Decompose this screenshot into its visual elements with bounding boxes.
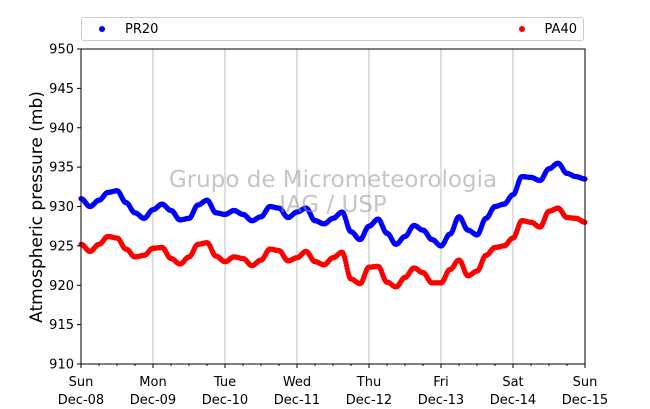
y-tick-label: 940 [49, 121, 74, 136]
x-tick-label-date: Dec-09 [130, 393, 176, 408]
x-tick-label-day: Wed [283, 375, 311, 390]
y-tick-label: 925 [49, 239, 74, 254]
legend-label-pa40: PA40 [544, 22, 577, 37]
x-tick-label-day: Sun [69, 375, 94, 390]
y-axis: 910 915 920 925 930 935 940 945 950 [49, 43, 81, 373]
x-tick-label-date: Dec-10 [202, 393, 248, 408]
legend: PR20 PA40 [81, 17, 584, 41]
legend-item-pr20: PR20 [99, 22, 158, 37]
series-layer [78, 160, 588, 290]
x-tick-label-date: Dec-11 [274, 393, 320, 408]
x-tick-label-day: Sat [502, 375, 523, 390]
series-pa40 [78, 205, 588, 290]
x-tick-label-date: Dec-12 [346, 393, 392, 408]
y-tick-label: 920 [49, 279, 74, 294]
y-tick-label: 950 [49, 43, 74, 58]
x-tick-label-date: Dec-14 [490, 393, 536, 408]
y-tick-label: 915 [49, 318, 74, 333]
y-axis-label: Atmospheric pressure (mb) [27, 91, 47, 323]
x-axis: Sun Dec-08 Mon Dec-09 Tue Dec-10 Wed Dec-11 Thu D… [58, 364, 608, 408]
y-tick-label: 910 [49, 358, 74, 373]
x-tick-label-date: Dec-15 [562, 393, 608, 408]
legend-marker-pa40 [518, 25, 525, 32]
x-tick-label-day: Mon [139, 375, 166, 390]
series-pr20 [78, 160, 588, 249]
x-tick-label-day: Thu [356, 375, 381, 390]
x-tick-label-day: Sun [573, 375, 598, 390]
y-tick-label: 930 [49, 200, 74, 215]
y-tick-label: 945 [49, 82, 74, 97]
x-tick-label-day: Fri [433, 375, 449, 390]
legend-item-pa40: PA40 [518, 22, 577, 37]
x-tick-label-date: Dec-08 [58, 393, 104, 408]
legend-marker-pr20 [99, 25, 105, 32]
legend-label-pr20: PR20 [125, 22, 159, 37]
x-tick-label-date: Dec-13 [418, 393, 464, 408]
y-tick-label: 935 [49, 161, 74, 176]
grid-lines [152, 49, 514, 364]
x-tick-label-day: Tue [213, 375, 236, 390]
